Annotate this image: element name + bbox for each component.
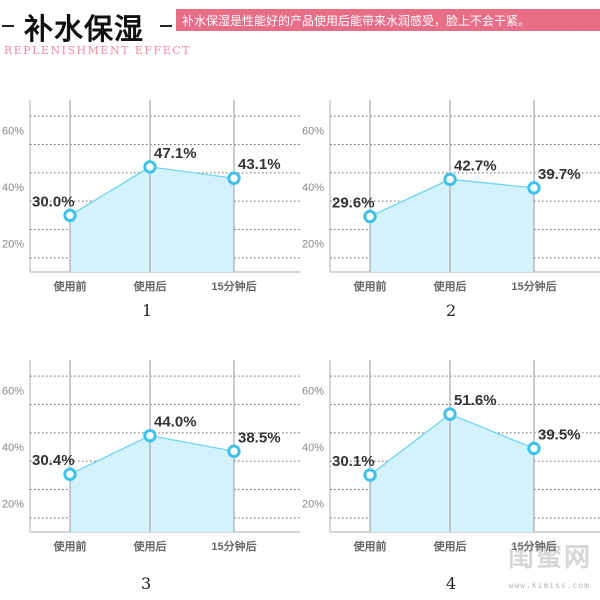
data-point-1 [63,208,77,223]
page-title: 补水保湿 [24,12,145,46]
page-subtitle: REPLENISHMENT EFFECT [4,44,191,57]
data-label-3: 43.1% [238,156,281,173]
data-point-2 [443,407,457,421]
data-point-2 [443,172,457,187]
data-point-1 [363,209,377,224]
data-point-1 [363,468,377,482]
y-tick-label: 40% [302,182,324,194]
chart-1-svg: 20% 40% 60% 30.0% 47.1% 43.1% 使用前 使用后 15分钟后 [2,100,300,293]
data-label-3: 39.5% [538,426,581,443]
y-tick-label: 60% [2,125,24,137]
y-tick-label: 20% [302,499,324,511]
chart-4: 20% 40% 60% 30.1% 51.6% 39.5% 使用前 使用后 15分钟后 [300,340,600,555]
y-tick-label: 40% [2,182,24,194]
data-label-1: 29.6% [332,194,375,211]
series-area [370,414,534,532]
x-tick-label-2: 使用后 [433,279,467,293]
data-label-1: 30.1% [332,453,375,470]
y-tick-label: 20% [302,239,324,251]
watermark: 闺蜜网 www.kimiss.com [468,537,594,595]
watermark-url: www.kimiss.com [508,581,590,590]
series-area [70,435,234,532]
chart-4-number: 4 [446,574,457,593]
title-dash-left [2,25,14,27]
data-label-2: 47.1% [154,145,197,162]
y-tick-label: 60% [302,125,324,137]
x-tick-label-1: 使用前 [353,539,387,553]
x-tick-label-1: 使用前 [53,539,87,553]
x-tick-label-3: 15分钟后 [511,539,556,553]
data-point-2 [143,160,157,174]
description-text: 补水保湿是性能好的产品使用后能带来水润感受，脸上不会干紧。 [182,14,531,28]
y-tick-label: 60% [2,385,24,397]
data-point-1 [63,467,77,481]
description-banner: 补水保湿是性能好的产品使用后能带来水润感受，脸上不会干紧。 [176,9,600,31]
data-point-3 [227,171,241,185]
header: 补水保湿 补水保湿是性能好的产品使用后能带来水润感受，脸上不会干紧。 REPLE… [0,0,600,60]
y-tick-label: 20% [2,239,24,251]
x-tick-label-2: 使用后 [133,279,167,293]
data-label-1: 30.4% [32,452,75,469]
chart-3: 20% 40% 60% 30.4% 44.0% 38.5% 使用前 使用后 15分钟后 [0,340,300,555]
chart-2-number: 2 [446,301,457,320]
data-label-2: 44.0% [154,414,197,431]
x-tick-label-1: 使用前 [353,279,387,293]
x-tick-label-3: 15分钟后 [211,279,256,293]
x-tick-label-3: 15分钟后 [511,279,556,293]
chart-1-number: 1 [142,301,153,320]
x-tick-label-2: 使用后 [133,539,167,553]
series-area [70,166,234,272]
data-point-2 [143,428,157,443]
data-label-2: 51.6% [454,392,497,409]
chart-3-number: 3 [141,574,152,593]
watermark-brand: 闺蜜网 [507,543,592,573]
data-point-3 [527,441,541,456]
data-point-3 [527,181,541,195]
series-area [370,179,534,272]
y-tick-label: 20% [2,499,24,511]
x-tick-label-1: 使用前 [53,279,87,293]
data-label-1: 30.0% [32,193,75,210]
chart-4-svg: 20% 40% 60% 30.1% 51.6% 39.5% 使用前 使用后 15分钟后 [302,360,600,553]
data-label-3: 38.5% [238,429,281,446]
y-tick-label: 40% [302,442,324,454]
chart-1: 20% 40% 60% 30.0% 47.1% 43.1% 使用前 使用后 15分钟后 [0,80,300,295]
chart-3-svg: 20% 40% 60% 30.4% 44.0% 38.5% 使用前 使用后 15分钟后 [2,360,300,553]
chart-2: 20% 40% 60% 29.6% 42.7% 39.7% 使用前 使用后 15分钟后 [300,80,600,295]
y-tick-label: 60% [302,385,324,397]
chart-2-svg: 20% 40% 60% 29.6% 42.7% 39.7% 使用前 使用后 15分钟后 [302,100,600,293]
x-tick-label-2: 使用后 [433,539,467,553]
x-tick-label-3: 15分钟后 [211,539,256,553]
title-dash-right [160,25,172,27]
data-label-2: 42.7% [454,157,497,174]
y-tick-label: 40% [2,442,24,454]
data-label-3: 39.7% [538,166,581,183]
data-point-3 [227,444,241,458]
